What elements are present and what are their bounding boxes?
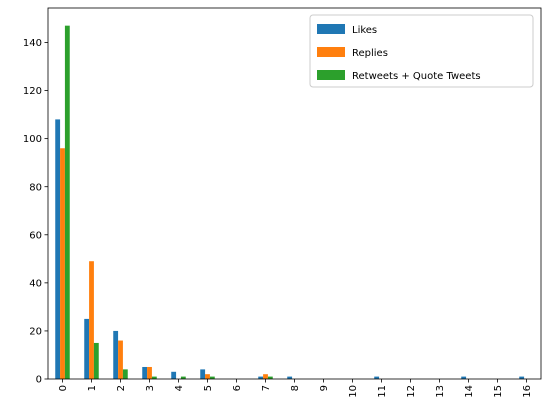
- x-tick-label: 5: [203, 385, 214, 391]
- bar-likes-14: [461, 376, 467, 379]
- bar-likes-16: [519, 376, 525, 379]
- x-tick-label: 7: [261, 385, 272, 391]
- legend-label: Likes: [352, 25, 377, 36]
- bars-group: [55, 25, 525, 380]
- y-tick-label: 60: [29, 230, 42, 241]
- bar-likes-0: [55, 119, 61, 379]
- bar-likes-1: [84, 318, 90, 379]
- bar-retweets-quote-tweets-4: [180, 376, 186, 379]
- y-tick-label: 120: [23, 86, 42, 97]
- bar-retweets-quote-tweets-1: [93, 342, 99, 379]
- x-tick-label: 6: [232, 385, 243, 391]
- legend-swatch-retweets-quote-tweets: [317, 70, 345, 80]
- y-tick-label: 20: [29, 327, 42, 338]
- y-tick-label: 140: [23, 38, 42, 49]
- x-tick-label: 2: [116, 385, 127, 391]
- x-tick-label: 12: [406, 385, 417, 398]
- x-tick-label: 0: [58, 385, 69, 391]
- x-tick-label: 8: [290, 385, 301, 391]
- bar-likes-11: [374, 376, 380, 379]
- bar-likes-8: [287, 376, 293, 379]
- bar-likes-5: [200, 369, 206, 379]
- bar-likes-2: [113, 330, 119, 379]
- y-tick-label: 40: [29, 278, 42, 289]
- x-tick-label: 16: [522, 385, 533, 398]
- bar-retweets-quote-tweets-2: [122, 369, 128, 379]
- bar-retweets-quote-tweets-5: [209, 376, 215, 379]
- y-tick-label: 80: [29, 182, 42, 193]
- x-tick-label: 3: [145, 385, 156, 391]
- x-tick-label: 4: [174, 385, 185, 391]
- y-axis: 0 20 40 60 80 100 120 140: [23, 38, 48, 386]
- legend-label: Replies: [352, 48, 388, 59]
- bar-replies-1: [89, 261, 94, 379]
- x-tick-label: 15: [493, 385, 504, 398]
- plot-frame: [47, 7, 542, 380]
- bar-replies-5: [205, 374, 210, 379]
- x-tick-label: 14: [464, 385, 475, 398]
- bar-replies-7: [263, 374, 268, 379]
- bar-replies-0: [60, 148, 65, 379]
- x-tick-label: 13: [435, 385, 446, 398]
- legend-label: Retweets + Quote Tweets: [352, 71, 481, 82]
- bar-retweets-quote-tweets-0: [64, 25, 70, 380]
- y-tick-label: 0: [36, 375, 42, 386]
- bar-likes-4: [171, 371, 177, 379]
- legend: Likes Replies Retweets + Quote Tweets: [309, 14, 534, 88]
- bar-retweets-quote-tweets-3: [151, 376, 157, 379]
- bar-replies-2: [118, 340, 123, 379]
- x-axis: 0 1 2 3 4 5 6 7 8 9 10 11 12 13 14 15 16: [58, 379, 533, 398]
- x-tick-label: 11: [377, 385, 388, 398]
- x-tick-label: 1: [87, 385, 98, 391]
- bar-replies-3: [147, 366, 152, 379]
- bar-likes-7: [258, 376, 264, 379]
- legend-swatch-replies: [317, 47, 345, 57]
- bar-retweets-quote-tweets-7: [267, 376, 273, 379]
- x-tick-label: 10: [348, 385, 359, 398]
- bar-likes-3: [142, 366, 148, 379]
- y-tick-label: 100: [23, 134, 42, 145]
- legend-swatch-likes: [317, 24, 345, 34]
- legend-box: [309, 14, 534, 88]
- x-tick-label: 9: [319, 385, 330, 391]
